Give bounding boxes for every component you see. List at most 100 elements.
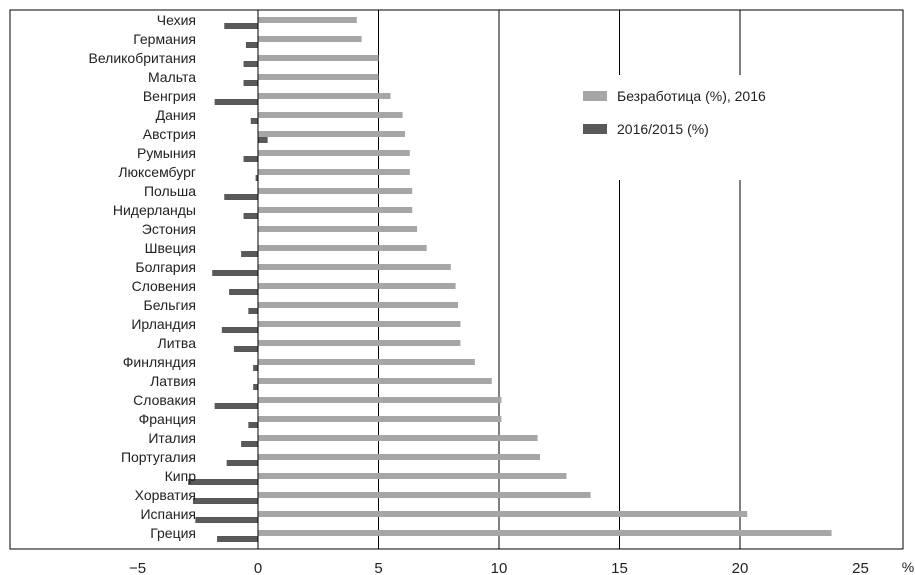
bar-change-12 — [241, 251, 258, 257]
category-label-18: Финляндия — [123, 354, 196, 370]
category-label-14: Словения — [132, 278, 196, 294]
bar-change-17 — [233, 346, 258, 352]
bar-unemployment-22 — [258, 435, 538, 441]
category-label-21: Франция — [139, 411, 196, 427]
category-label-24: Кипр — [165, 468, 197, 484]
bar-unemployment-13 — [258, 264, 451, 270]
x-tick-label-6: 25 — [852, 560, 869, 575]
category-label-0: Чехия — [157, 12, 196, 28]
bar-unemployment-24 — [258, 473, 567, 479]
category-labels: Чехия Германия Великобритания Мальта Венгрия… — [88, 12, 196, 541]
category-label-26: Испания — [140, 506, 196, 522]
category-label-9: Польша — [144, 183, 196, 199]
bar-change-20 — [214, 403, 258, 409]
bar-change-5 — [250, 118, 258, 124]
category-label-23: Португалия — [121, 449, 196, 465]
bar-unemployment-23 — [258, 454, 540, 460]
bar-unemployment-4 — [258, 93, 391, 99]
bar-unemployment-19 — [258, 378, 492, 384]
bar-unemployment-8 — [258, 169, 410, 175]
category-label-1: Германия — [133, 31, 196, 47]
bar-unemployment-9 — [258, 188, 413, 194]
bar-unemployment-16 — [258, 321, 461, 327]
bar-change-4 — [214, 99, 258, 105]
bar-change-15 — [248, 308, 258, 314]
category-label-25: Хорватия — [135, 487, 196, 503]
x-tick-label-0: −5 — [129, 560, 146, 575]
legend-item-change-swatch — [583, 124, 607, 134]
x-tick-label-5: 20 — [732, 560, 749, 575]
bar-change-24 — [188, 479, 258, 485]
bars-layer — [188, 17, 832, 542]
bar-unemployment-12 — [258, 245, 427, 251]
bar-unemployment-11 — [258, 226, 418, 232]
category-label-20: Словакия — [133, 392, 196, 408]
x-tick-label-2: 5 — [374, 560, 382, 575]
category-label-17: Литва — [158, 335, 197, 351]
category-label-12: Швеция — [145, 240, 196, 256]
bar-change-14 — [229, 289, 258, 295]
bar-unemployment-14 — [258, 283, 456, 289]
bar-change-26 — [195, 517, 258, 523]
bar-change-21 — [248, 422, 258, 428]
legend-item-unemployment-swatch — [583, 91, 607, 101]
x-tick-label-3: 10 — [491, 560, 508, 575]
bar-unemployment-7 — [258, 150, 410, 156]
bar-change-10 — [243, 213, 258, 219]
bar-change-19 — [253, 384, 258, 390]
bar-change-8 — [255, 175, 258, 181]
bar-unemployment-5 — [258, 112, 403, 118]
x-tick-label-4: 15 — [611, 560, 628, 575]
bar-unemployment-17 — [258, 340, 461, 346]
bar-change-13 — [212, 270, 258, 276]
bar-change-7 — [243, 156, 258, 162]
bar-unemployment-15 — [258, 302, 459, 308]
category-label-15: Бельгия — [144, 297, 196, 313]
x-unit-label: % — [902, 559, 914, 575]
bar-change-23 — [226, 460, 258, 466]
bar-change-18 — [253, 365, 258, 371]
bar-unemployment-21 — [258, 416, 502, 422]
bar-change-2 — [243, 61, 258, 67]
legend-item-change-label: 2016/2015 (%) — [617, 121, 709, 137]
bar-unemployment-26 — [258, 511, 748, 517]
legend-item-unemployment-label: Безработица (%), 2016 — [617, 88, 766, 104]
category-label-3: Мальта — [148, 69, 196, 85]
bar-unemployment-6 — [258, 131, 406, 137]
bar-change-9 — [224, 194, 258, 200]
plot-frame — [9, 9, 904, 550]
category-label-19: Латвия — [150, 373, 196, 389]
category-label-22: Италия — [148, 430, 196, 446]
bar-change-22 — [241, 441, 258, 447]
bar-change-1 — [245, 42, 258, 48]
bar-unemployment-1 — [258, 36, 362, 42]
bar-change-6 — [258, 137, 268, 143]
bar-change-0 — [224, 23, 258, 29]
bar-change-16 — [221, 327, 258, 333]
category-label-11: Эстония — [142, 221, 196, 237]
category-label-4: Венгрия — [143, 88, 196, 104]
bar-change-3 — [243, 80, 258, 86]
category-label-7: Румыния — [137, 145, 196, 161]
bar-unemployment-0 — [258, 17, 357, 23]
category-label-16: Ирландия — [131, 316, 196, 332]
bar-change-25 — [192, 498, 258, 504]
category-label-13: Болгария — [135, 259, 196, 275]
category-label-6: Австрия — [143, 126, 196, 142]
bar-unemployment-2 — [258, 55, 379, 61]
bar-unemployment-27 — [258, 530, 832, 536]
bar-unemployment-20 — [258, 397, 502, 403]
bar-change-27 — [217, 536, 258, 542]
category-label-27: Греция — [150, 525, 196, 541]
legend: Безработица (%), 2016 2016/2015 (%) — [583, 88, 766, 137]
category-label-2: Великобритания — [88, 50, 196, 66]
bar-unemployment-18 — [258, 359, 475, 365]
category-label-10: Нидерланды — [113, 202, 196, 218]
tick-labels: −5 0 5 10 15 20 25 — [129, 560, 869, 575]
bar-unemployment-3 — [258, 74, 379, 80]
category-label-5: Дания — [156, 107, 196, 123]
bar-unemployment-10 — [258, 207, 413, 213]
bar-unemployment-25 — [258, 492, 591, 498]
x-tick-label-1: 0 — [254, 560, 262, 575]
